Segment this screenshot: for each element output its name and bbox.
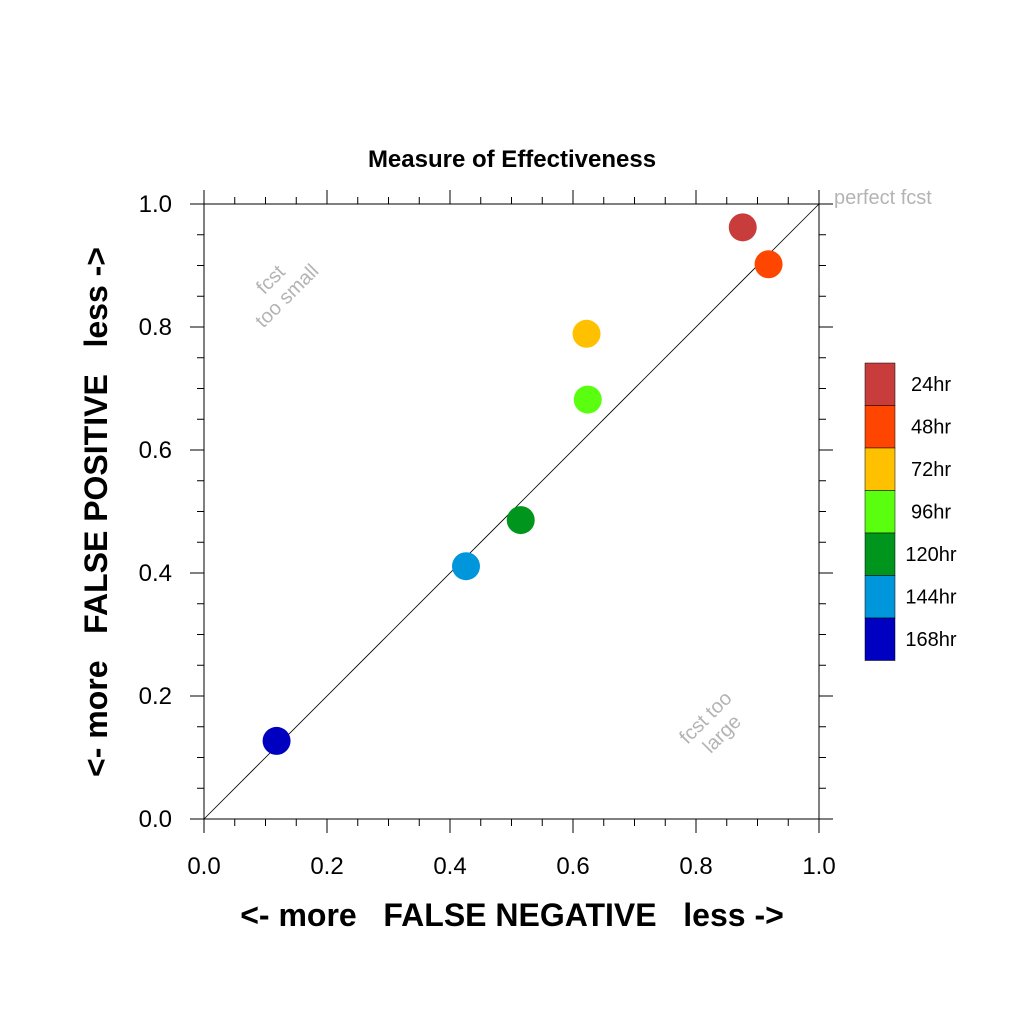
legend-label-72hr: 72hr <box>911 459 951 481</box>
legend-swatch-96hr <box>864 490 896 534</box>
axis-ticks <box>190 190 833 833</box>
legend-label-24hr: 24hr <box>911 374 951 396</box>
x-tick-label: 0.6 <box>556 853 589 880</box>
legend: 24hr 48hr 72hr 96hr 120hr 144hr 168hr <box>864 362 957 661</box>
y-tick-labels: 0.0 0.2 0.4 0.6 0.8 1.0 <box>139 191 172 833</box>
legend-label-168hr: 168hr <box>905 629 956 651</box>
x-tick-label: 1.0 <box>802 853 835 880</box>
data-point-72hr <box>572 319 601 348</box>
data-point-168hr <box>262 726 291 755</box>
x-tick-labels: 0.0 0.2 0.4 0.6 0.8 1.0 <box>187 853 835 880</box>
x-tick-label: 0.0 <box>187 853 220 880</box>
legend-label-144hr: 144hr <box>905 587 956 609</box>
legend-label-96hr: 96hr <box>911 502 951 524</box>
x-tick-label: 0.4 <box>433 853 466 880</box>
fcst-too-small-line-2: too small <box>251 260 323 332</box>
y-tick-label: 0.2 <box>139 683 172 710</box>
x-tick-label: 0.8 <box>679 853 712 880</box>
fcst-too-small-annotation: fcst too small <box>251 260 323 332</box>
y-axis-title: <- more FALSE POSITIVE less -> <box>78 247 114 777</box>
legend-label-48hr: 48hr <box>911 417 951 439</box>
legend-swatch-48hr <box>864 405 896 449</box>
fcst-too-large-annotation: fcst too large <box>675 687 745 757</box>
x-tick-label: 0.2 <box>310 853 343 880</box>
chart-title: Measure of Effectiveness <box>368 146 656 173</box>
x-axis-title: <- more FALSE NEGATIVE less -> <box>240 897 784 933</box>
data-point-96hr <box>573 385 602 414</box>
y-tick-label: 0.4 <box>139 560 172 587</box>
data-point-48hr <box>754 250 783 279</box>
y-tick-label: 0.0 <box>139 806 172 833</box>
legend-swatch-120hr <box>864 532 896 576</box>
data-point-144hr <box>451 552 480 581</box>
legend-swatch-168hr <box>864 617 896 661</box>
data-point-24hr <box>728 213 757 242</box>
legend-swatch-144hr <box>864 575 896 619</box>
y-tick-label: 1.0 <box>139 191 172 218</box>
y-tick-label: 0.6 <box>139 437 172 464</box>
legend-label-120hr: 120hr <box>905 544 956 566</box>
y-tick-label: 0.8 <box>139 314 172 341</box>
data-point-120hr <box>506 506 535 535</box>
legend-swatch-24hr <box>864 362 896 406</box>
legend-swatch-72hr <box>864 447 896 491</box>
data-points <box>262 213 783 755</box>
perfect-fcst-label: perfect fcst <box>834 187 932 209</box>
